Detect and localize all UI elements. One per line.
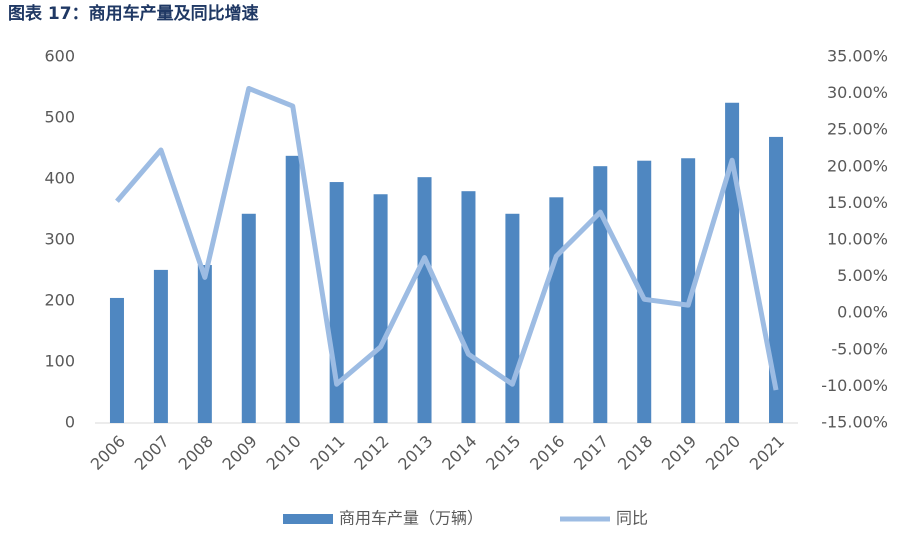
bar bbox=[725, 102, 740, 423]
y2-tick-label: 10.00% bbox=[827, 230, 888, 249]
y-tick-label: 600 bbox=[44, 47, 75, 66]
y-tick-label: 500 bbox=[44, 108, 75, 127]
bar bbox=[549, 197, 564, 423]
y-tick-label: 300 bbox=[44, 230, 75, 249]
bar bbox=[593, 166, 608, 423]
bar bbox=[197, 265, 212, 423]
x-tick-label: 2014 bbox=[438, 432, 480, 474]
y2-tick-label: -5.00% bbox=[831, 339, 888, 358]
bar bbox=[505, 213, 520, 423]
bar bbox=[373, 194, 388, 423]
y2-tick-label: -10.00% bbox=[821, 376, 888, 395]
legend-swatch bbox=[283, 514, 333, 524]
bar bbox=[637, 160, 652, 423]
bar bbox=[461, 191, 476, 423]
y2-tick-label: 20.00% bbox=[827, 156, 888, 175]
x-tick-label: 2018 bbox=[614, 432, 656, 474]
bar bbox=[681, 158, 696, 423]
x-tick-label: 2016 bbox=[526, 432, 568, 474]
y2-tick-label: 35.00% bbox=[827, 47, 888, 66]
x-tick-label: 2021 bbox=[746, 432, 788, 474]
x-tick-label: 2009 bbox=[219, 432, 261, 474]
y-tick-label: 200 bbox=[44, 291, 75, 310]
y2-tick-label: 5.00% bbox=[837, 266, 888, 285]
y-tick-label: 100 bbox=[44, 352, 75, 371]
x-tick-label: 2015 bbox=[482, 432, 524, 474]
x-tick-label: 2006 bbox=[87, 432, 129, 474]
y-tick-label: 400 bbox=[44, 169, 75, 188]
legend-label: 商用车产量（万辆） bbox=[339, 509, 483, 528]
x-tick-label: 2010 bbox=[263, 432, 305, 474]
x-tick-label: 2020 bbox=[702, 432, 744, 474]
bar bbox=[329, 182, 344, 423]
chart-title: 图表 17：商用车产量及同比增速 bbox=[8, 3, 259, 24]
x-tick-label: 2019 bbox=[658, 432, 700, 474]
line bbox=[115, 85, 779, 391]
bar bbox=[417, 177, 432, 423]
y2-tick-label: -15.00% bbox=[821, 413, 888, 432]
y2-tick-label: 25.00% bbox=[827, 120, 888, 139]
bar bbox=[241, 213, 256, 423]
legend-label: 同比 bbox=[616, 509, 648, 528]
bar bbox=[769, 136, 784, 423]
bar bbox=[285, 155, 300, 423]
bar bbox=[109, 297, 124, 423]
y-tick-label: 0 bbox=[65, 413, 75, 432]
y2-tick-label: 30.00% bbox=[827, 83, 888, 102]
y2-tick-label: 15.00% bbox=[827, 193, 888, 212]
x-tick-label: 2012 bbox=[350, 432, 392, 474]
y2-tick-label: 0.00% bbox=[837, 303, 888, 322]
bar bbox=[153, 269, 168, 423]
x-tick-label: 2011 bbox=[306, 432, 348, 474]
x-tick-label: 2017 bbox=[570, 432, 612, 474]
x-tick-label: 2013 bbox=[394, 432, 436, 474]
x-tick-label: 2007 bbox=[131, 432, 173, 474]
x-tick-label: 2008 bbox=[175, 432, 217, 474]
